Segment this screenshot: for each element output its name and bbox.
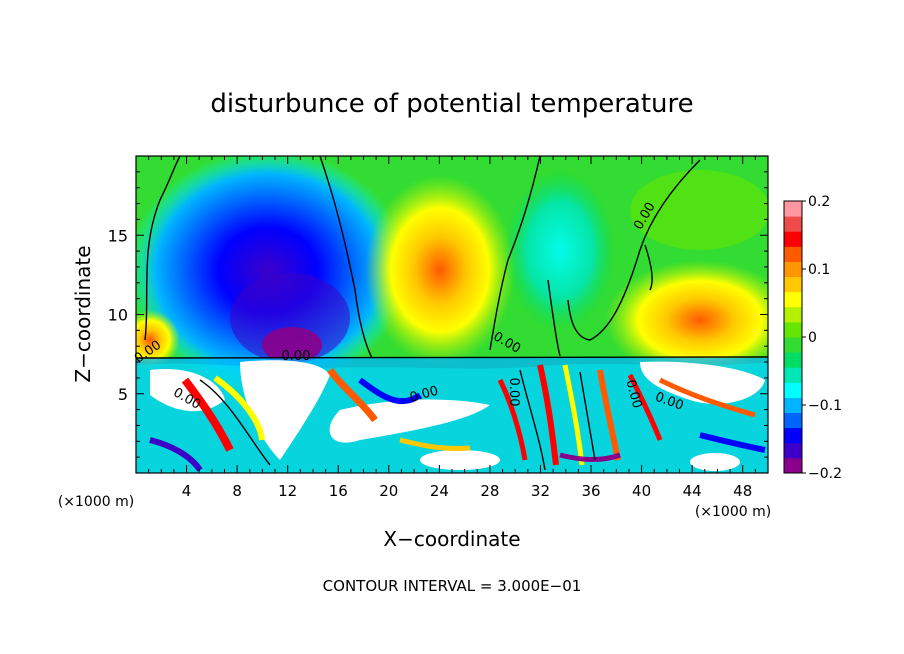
contour-interval-note: CONTOUR INTERVAL = 3.000E−01 <box>323 577 582 595</box>
x-tick-label: 44 <box>683 482 702 500</box>
x-tick-label: 24 <box>430 482 449 500</box>
warm-anomaly-right <box>605 260 768 380</box>
x-tick-label: 40 <box>632 482 651 500</box>
y-tick-label: 5 <box>118 385 128 404</box>
colorbar-swatch <box>784 427 802 444</box>
warm-anomaly-region <box>365 175 515 365</box>
x-axis: 4 8 12 16 20 24 28 32 36 40 44 48 <box>148 156 756 500</box>
x-unit-left: (×1000 m) <box>58 494 134 510</box>
chart-title: disturbunce of potential temperature <box>210 89 693 119</box>
colorbar-swatch <box>784 201 802 217</box>
contour-label: 0.00 <box>622 378 644 410</box>
colorbar-swatch <box>784 231 802 247</box>
contour-label: 0.00 <box>408 384 440 406</box>
colorbar-swatch <box>784 276 802 293</box>
x-tick-label: 16 <box>329 482 348 500</box>
y-axis: 5 10 15 <box>108 171 768 458</box>
x-tick-label: 20 <box>379 482 398 500</box>
colorbar-swatch <box>784 382 802 398</box>
x-tick-label: 4 <box>182 482 192 500</box>
colorbar-swatch <box>784 261 802 278</box>
colorbar-swatch <box>784 291 802 308</box>
colorbar-swatch <box>784 321 802 338</box>
colorbar-swatch <box>784 457 802 474</box>
x-tick-label: 36 <box>581 482 600 500</box>
colorbar-tick-label: 0.1 <box>808 262 830 278</box>
colorbar-tick-label: −0.2 <box>808 466 842 482</box>
x-axis-label: X−coordinate <box>383 527 520 551</box>
y-tick-label: 15 <box>108 226 128 245</box>
colorbar-swatch <box>784 367 802 383</box>
x-tick-label: 8 <box>232 482 242 500</box>
colorbar-tick-label: 0.2 <box>808 194 830 210</box>
colorbar-swatch <box>784 337 802 353</box>
colorbar-tick-label: 0 <box>808 330 817 346</box>
heatmap-field <box>136 156 768 473</box>
x-tick-label: 28 <box>480 482 499 500</box>
y-axis-label: Z−coordinate <box>71 245 95 382</box>
contour-label: 0.00 <box>506 378 521 407</box>
colorbar-swatch <box>784 216 802 232</box>
colorbar-swatch <box>784 442 802 459</box>
colorbar-swatch <box>784 352 802 368</box>
y-tick-label: 10 <box>108 306 128 325</box>
colorbar-swatch <box>784 246 802 262</box>
x-unit-right: (×1000 m) <box>695 504 771 520</box>
zero-contours <box>136 156 768 471</box>
colorbar: 0.2 0.1 0 −0.1 −0.2 <box>783 194 842 482</box>
colorbar-swatch <box>784 412 802 429</box>
x-tick-label: 48 <box>733 482 752 500</box>
colorbar-tick-label: −0.1 <box>808 398 842 414</box>
colorbar-swatch <box>784 397 802 414</box>
x-tick-label: 32 <box>531 482 550 500</box>
x-tick-label: 12 <box>278 482 297 500</box>
contour-label: 0.00 <box>282 349 311 364</box>
colorbar-swatch <box>784 306 802 323</box>
